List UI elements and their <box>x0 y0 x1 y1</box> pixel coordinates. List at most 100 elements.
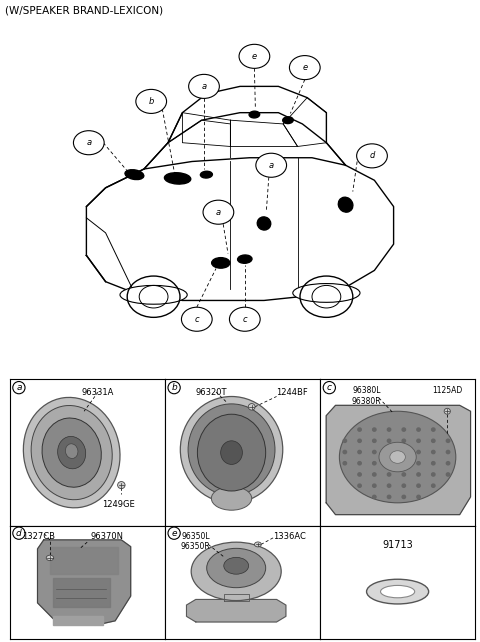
Text: 1336AC: 1336AC <box>274 532 306 541</box>
Ellipse shape <box>65 444 78 458</box>
Text: e: e <box>302 63 307 72</box>
Text: d: d <box>369 152 375 160</box>
Circle shape <box>387 439 391 442</box>
Ellipse shape <box>221 441 242 464</box>
Polygon shape <box>326 405 470 515</box>
Circle shape <box>372 451 376 454</box>
Circle shape <box>417 428 420 431</box>
Text: a: a <box>216 208 221 217</box>
Ellipse shape <box>42 418 101 487</box>
Circle shape <box>248 404 255 410</box>
Circle shape <box>358 439 361 442</box>
Circle shape <box>256 153 287 177</box>
Ellipse shape <box>201 171 212 178</box>
Ellipse shape <box>379 442 416 472</box>
Circle shape <box>402 451 406 454</box>
Circle shape <box>358 462 361 465</box>
Text: 1244BF: 1244BF <box>276 388 308 397</box>
Text: 1125AD: 1125AD <box>432 386 463 395</box>
Circle shape <box>358 428 361 431</box>
Circle shape <box>432 462 435 465</box>
Circle shape <box>402 473 406 476</box>
Circle shape <box>387 428 391 431</box>
Ellipse shape <box>207 548 266 587</box>
Ellipse shape <box>367 579 429 604</box>
Circle shape <box>387 451 391 454</box>
Text: a: a <box>269 160 274 169</box>
Ellipse shape <box>283 117 293 123</box>
Circle shape <box>402 484 406 487</box>
Circle shape <box>343 462 347 465</box>
Circle shape <box>343 439 347 442</box>
Circle shape <box>417 484 420 487</box>
Text: d: d <box>16 528 22 538</box>
Circle shape <box>372 484 376 487</box>
Text: 96380L
96380R: 96380L 96380R <box>352 386 382 406</box>
Ellipse shape <box>125 169 144 180</box>
Circle shape <box>417 473 420 476</box>
Ellipse shape <box>212 257 230 268</box>
Ellipse shape <box>180 397 283 503</box>
Text: 96370N: 96370N <box>90 532 123 541</box>
Ellipse shape <box>238 255 252 263</box>
Ellipse shape <box>24 397 120 508</box>
Circle shape <box>402 428 406 431</box>
Circle shape <box>432 439 435 442</box>
Text: 91713: 91713 <box>382 540 413 550</box>
Ellipse shape <box>338 197 353 212</box>
Text: a: a <box>86 138 91 147</box>
Ellipse shape <box>257 217 271 230</box>
Ellipse shape <box>224 557 249 574</box>
Polygon shape <box>216 487 247 494</box>
Circle shape <box>73 131 104 155</box>
Ellipse shape <box>293 284 360 302</box>
Circle shape <box>343 451 347 454</box>
Ellipse shape <box>191 542 281 601</box>
Circle shape <box>432 428 435 431</box>
Circle shape <box>289 56 320 80</box>
Circle shape <box>387 495 391 499</box>
Text: b: b <box>148 97 154 106</box>
Text: 96350L
96350R: 96350L 96350R <box>181 532 211 551</box>
Text: c: c <box>242 315 247 324</box>
Ellipse shape <box>381 586 415 598</box>
Circle shape <box>372 439 376 442</box>
Circle shape <box>387 473 391 476</box>
Circle shape <box>417 439 420 442</box>
Circle shape <box>254 542 261 547</box>
Circle shape <box>229 308 260 331</box>
Circle shape <box>446 439 450 442</box>
Ellipse shape <box>211 487 252 510</box>
Polygon shape <box>53 578 110 607</box>
Circle shape <box>358 473 361 476</box>
Circle shape <box>372 462 376 465</box>
Ellipse shape <box>390 451 405 464</box>
Text: 1249GE: 1249GE <box>102 500 134 509</box>
Circle shape <box>357 144 387 168</box>
Text: 1327CB: 1327CB <box>22 532 55 541</box>
Circle shape <box>402 462 406 465</box>
Circle shape <box>387 484 391 487</box>
Ellipse shape <box>31 406 112 499</box>
Circle shape <box>432 451 435 454</box>
Circle shape <box>444 408 450 414</box>
Text: a: a <box>202 82 206 91</box>
Text: a: a <box>16 383 22 392</box>
Circle shape <box>358 451 361 454</box>
Text: e: e <box>252 52 257 61</box>
Polygon shape <box>224 594 249 601</box>
Text: (W/SPEAKER BRAND-LEXICON): (W/SPEAKER BRAND-LEXICON) <box>5 6 163 15</box>
Polygon shape <box>50 547 118 574</box>
Ellipse shape <box>188 404 275 496</box>
Ellipse shape <box>249 111 260 118</box>
Polygon shape <box>37 540 131 625</box>
Polygon shape <box>53 616 103 625</box>
Polygon shape <box>187 600 286 622</box>
Circle shape <box>181 308 212 331</box>
Circle shape <box>387 462 391 465</box>
Text: 96320T: 96320T <box>196 388 227 397</box>
Circle shape <box>372 428 376 431</box>
Circle shape <box>432 473 435 476</box>
Circle shape <box>417 451 420 454</box>
Circle shape <box>46 555 54 560</box>
